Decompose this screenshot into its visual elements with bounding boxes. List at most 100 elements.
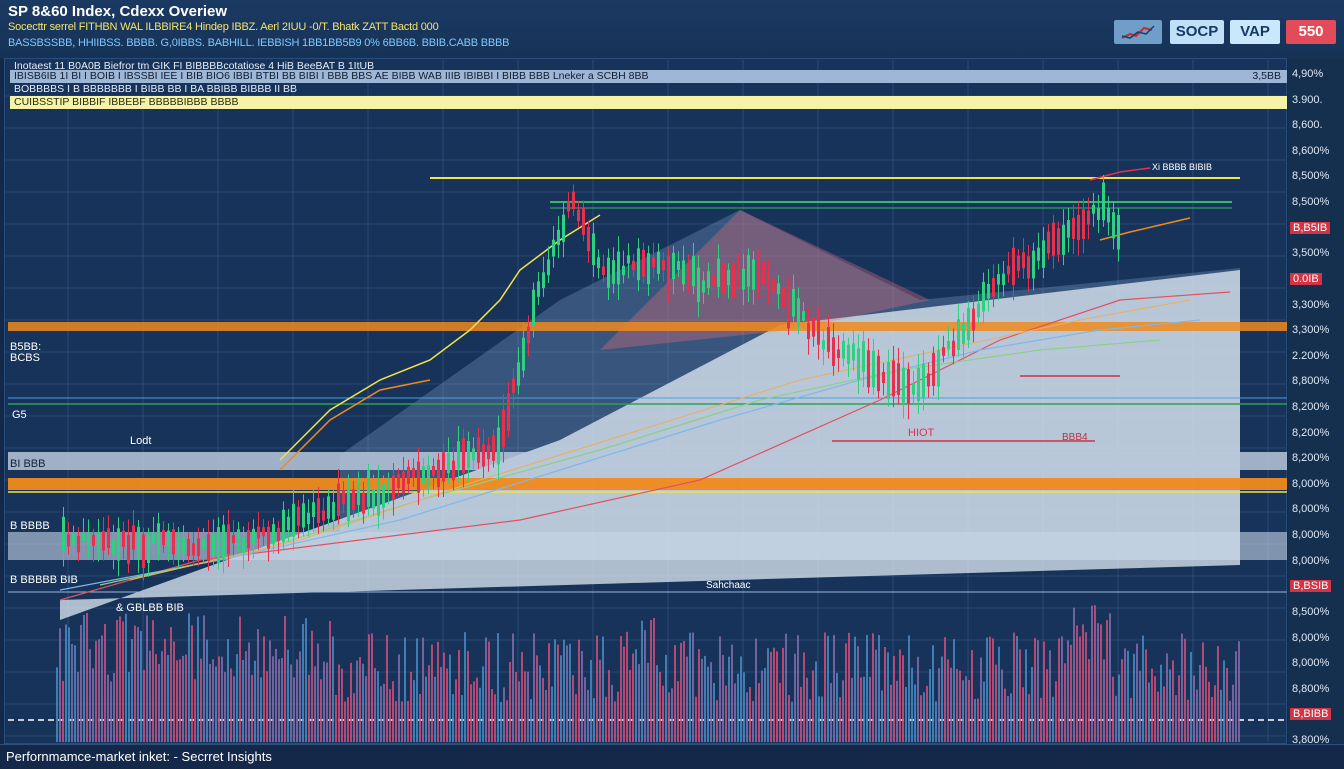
volume-bar <box>683 641 685 742</box>
volume-bar <box>614 701 616 742</box>
candle-body <box>977 303 980 318</box>
candle-body <box>577 209 580 222</box>
socp-button[interactable]: SOCP <box>1170 20 1224 44</box>
volume-bar <box>788 695 790 742</box>
volume-bar <box>782 647 784 742</box>
volume-bar <box>524 671 526 742</box>
volume-bar <box>395 701 397 742</box>
volume-bar <box>893 655 895 742</box>
volume-bar <box>467 651 469 742</box>
volume-bar <box>584 677 586 742</box>
candle-body <box>312 502 315 518</box>
candle-body <box>232 535 235 544</box>
candle-body <box>1032 250 1035 279</box>
candle-body <box>892 360 895 397</box>
volume-bar <box>446 668 448 742</box>
candle-body <box>992 278 995 297</box>
volume-bar <box>611 684 613 742</box>
volume-bar <box>188 613 190 742</box>
candle-body <box>157 523 160 555</box>
volume-bar <box>992 638 994 742</box>
candle-body <box>112 539 115 555</box>
chart-trend-button[interactable] <box>1114 20 1162 44</box>
volume-bar <box>86 613 88 742</box>
volume-bar <box>665 654 667 742</box>
volume-bar <box>818 696 820 742</box>
volume-bar <box>770 651 772 742</box>
volume-bar <box>407 700 409 742</box>
info-row-2: IBISB6IB 1I BI I BOIB I IBSSBI IEE I BIB… <box>10 70 1287 83</box>
volume-bar <box>713 683 715 742</box>
volume-bar <box>533 633 535 742</box>
volume-bar <box>659 671 661 742</box>
volume-bar <box>902 655 904 742</box>
candle-body <box>762 261 765 285</box>
volume-bar <box>626 631 628 742</box>
volume-bar <box>68 627 70 742</box>
candle-body <box>542 272 545 289</box>
axis-tick-label: 3,300% <box>1292 298 1330 311</box>
volume-bar <box>1040 697 1042 742</box>
volume-bar <box>494 694 496 742</box>
candle-body <box>137 526 140 560</box>
volume-bar <box>707 666 709 742</box>
volume-bar <box>686 656 688 742</box>
volume-bar <box>164 638 166 742</box>
axis-tick-label: 8,000% <box>1292 657 1330 670</box>
volume-bar <box>986 637 988 742</box>
volume-bar <box>824 632 826 742</box>
volume-bar <box>59 628 61 742</box>
volume-bar <box>197 616 199 742</box>
candle-body <box>1017 255 1020 271</box>
volume-bar <box>146 615 148 742</box>
volume-bar <box>602 636 604 742</box>
candle-body <box>717 258 720 288</box>
candle-body <box>102 530 105 551</box>
candle-body <box>547 259 550 276</box>
volume-bar <box>1190 651 1192 742</box>
candle-body <box>937 349 940 387</box>
volume-bar <box>365 676 367 742</box>
volume-bar <box>971 650 973 742</box>
volume-bar <box>719 636 721 742</box>
volume-bar <box>1037 640 1039 742</box>
volume-bar <box>308 674 310 742</box>
candle-body <box>412 468 415 479</box>
volume-bar <box>1238 641 1240 742</box>
volume-bar <box>110 681 112 742</box>
indicator-line-blue <box>59 319 1201 591</box>
price-axis[interactable]: 4,90% 3.900. 8,600. 8,600% 8,500% 8,500% B,B5I… <box>1288 58 1344 746</box>
volume-bar <box>722 655 724 742</box>
volume-bar <box>302 623 304 742</box>
candle-body <box>497 427 500 465</box>
volume-bar <box>176 660 178 742</box>
volume-bar <box>152 620 154 742</box>
volume-bar <box>293 677 295 742</box>
volume-bar <box>203 615 205 742</box>
volume-bar <box>1169 669 1171 742</box>
price-chart[interactable] <box>0 0 1288 744</box>
volume-bar <box>557 644 559 742</box>
header-bar: SP 8&60 Index, Cdexx Overiew Socecttr se… <box>0 0 1344 58</box>
volume-bar <box>1043 641 1045 742</box>
volume-bar <box>827 635 829 742</box>
candle-body <box>592 233 595 266</box>
volume-bar <box>740 656 742 742</box>
volume-bar <box>1175 695 1177 742</box>
volume-bar <box>521 652 523 742</box>
volume-bar <box>212 659 214 742</box>
indicator-line-red-tail <box>1089 167 1151 181</box>
volume-bar <box>983 681 985 742</box>
axis-tick-label: B,BSIB <box>1290 580 1332 593</box>
volume-bar <box>764 668 766 742</box>
volume-bar <box>1121 659 1123 742</box>
volume-bar <box>647 662 649 742</box>
volume-bar <box>389 689 391 742</box>
volume-bar <box>1007 696 1009 742</box>
volume-bar <box>1058 638 1060 742</box>
vap-button[interactable]: VAP <box>1230 20 1280 44</box>
value-550-button[interactable]: 550 <box>1286 20 1336 44</box>
candle-body <box>707 271 710 289</box>
candle-body <box>242 537 245 554</box>
candle-body <box>982 281 985 312</box>
